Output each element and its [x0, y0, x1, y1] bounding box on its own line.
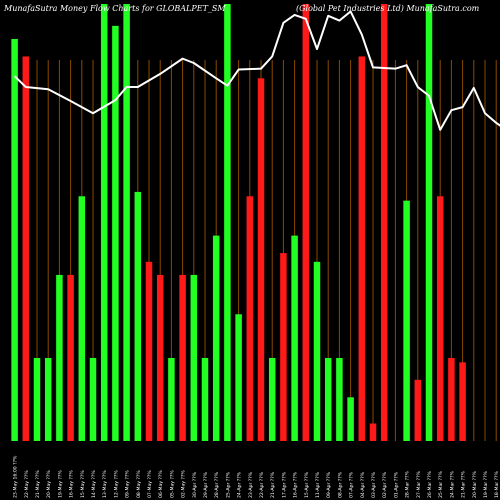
money-flow-bar [425, 4, 433, 441]
money-flow-bar [224, 4, 231, 441]
money-flow-bar [33, 357, 41, 441]
money-flow-bar [347, 397, 354, 441]
x-tick-label: 06-May ??% [158, 470, 164, 498]
money-flow-bar [212, 235, 220, 441]
money-flow-bar [56, 274, 63, 441]
x-tick-label: 21-May ??% [35, 470, 41, 498]
x-tick-label: 20-Mar ??% [472, 470, 478, 498]
x-tick-label: 13-May ??% [102, 470, 108, 498]
money-flow-bar [190, 274, 198, 441]
x-tick-label: 21-Mar ??% [461, 470, 467, 498]
x-tick-label: 01-Apr ??% [393, 471, 399, 498]
money-flow-bar [134, 191, 142, 441]
money-flow-bar [380, 4, 388, 441]
money-flow-bar [448, 357, 455, 441]
money-flow-bar [44, 357, 52, 441]
x-tick-label: 22-Apr ??% [259, 471, 265, 498]
x-tick-label: 08-Apr ??% [337, 471, 343, 498]
x-tick-label: 11-Apr ??% [315, 471, 321, 498]
x-tick-label: 24-Apr ??% [237, 471, 243, 498]
chart-bars [11, 4, 466, 442]
x-tick-label: 16-Apr ??% [293, 471, 299, 498]
money-flow-bar [67, 274, 74, 441]
money-flow-bar [336, 357, 343, 441]
x-tick-label: 25-Apr ??% [225, 471, 231, 498]
money-flow-bar [201, 357, 209, 441]
x-tick-label: 02-May ??% [181, 470, 187, 498]
x-tick-label: 08-May ??% [136, 470, 142, 498]
money-flow-bar [313, 261, 321, 441]
x-tick-label: 29-Apr ??% [203, 471, 209, 498]
x-tick-label: 03-Apr ??% [371, 471, 377, 498]
money-flow-bar [22, 56, 30, 441]
x-tick-label: 30-Apr ??% [192, 471, 198, 498]
x-axis-tick-labels: 23-May 16:00 ??% 22-May ??% 21-May ??% 20-M… [13, 455, 500, 498]
x-tick-label: 15-May ??% [80, 470, 86, 498]
x-tick-label: 16-May ??% [69, 470, 75, 498]
x-tick-label: 19-Mar ??% [483, 470, 489, 498]
x-tick-label: 12-May ??% [113, 470, 119, 498]
money-flow-bar [280, 253, 287, 441]
money-flow-bar [268, 357, 276, 441]
money-flow-bar [324, 357, 332, 441]
money-flow-bar [403, 200, 410, 441]
x-tick-label: 05-May ??% [169, 470, 175, 498]
x-tick-label: 27-Mar ??% [416, 470, 422, 498]
chart-title-right: (Global Pet Industries Ltd) MunafaSutra.… [296, 4, 480, 13]
x-tick-label: 07-May ??% [147, 470, 153, 498]
money-flow-bar [89, 357, 97, 441]
x-tick-label: 23-May 16:00 ??% [13, 455, 19, 498]
money-flow-bar [414, 379, 422, 441]
money-flow-bar [302, 4, 310, 441]
money-flow-bar [235, 314, 242, 441]
money-flow-bar [78, 196, 86, 441]
x-tick-label: 24-Mar ??% [449, 470, 455, 498]
x-tick-label: 25-Mar ??% [438, 470, 444, 498]
money-flow-bar [112, 25, 119, 441]
x-tick-label: 19-May ??% [57, 470, 63, 498]
money-flow-bar [436, 196, 444, 441]
x-tick-label: 22-May ??% [24, 470, 30, 498]
x-tick-label: 09-May ??% [125, 470, 131, 498]
x-tick-label: 28-Mar ??% [405, 470, 411, 498]
x-tick-label: 20-May ??% [46, 470, 52, 498]
money-flow-bar [369, 423, 377, 441]
money-flow-bar [11, 38, 18, 442]
chart-gridlines [14, 60, 497, 441]
x-tick-label: 02-Apr ??% [382, 471, 388, 498]
money-flow-bar [459, 362, 466, 441]
x-tick-label: 15-Apr ??% [304, 471, 310, 498]
money-flow-bar [145, 261, 153, 441]
x-tick-label: 04-Apr ??% [360, 471, 366, 498]
money-flow-bar [123, 4, 130, 441]
x-tick-label: 18-Mar ??% [494, 470, 500, 498]
x-tick-label: 26-Mar ??% [427, 470, 433, 498]
money-flow-bar [246, 196, 254, 441]
money-flow-bar [179, 274, 186, 441]
x-tick-label: 17-Apr ??% [281, 471, 287, 498]
money-flow-bar [168, 357, 175, 441]
money-flow-bar [291, 235, 298, 441]
money-flow-bar [156, 274, 164, 441]
x-tick-label: 21-Apr ??% [270, 471, 276, 498]
money-flow-bar [358, 56, 366, 441]
money-flow-bar [100, 4, 108, 441]
chart-title-left: MunafaSutra Money Flow Charts for GLOBAL… [4, 4, 226, 13]
x-tick-label: 14-May ??% [91, 470, 97, 498]
money-flow-line [13, 10, 500, 131]
x-tick-label: 07-Apr ??% [349, 471, 355, 498]
money-flow-bar [257, 78, 265, 441]
x-tick-label: 28-Apr ??% [214, 471, 220, 498]
x-tick-label: 23-Apr ??% [248, 471, 254, 498]
x-tick-label: 09-Apr ??% [326, 471, 332, 498]
